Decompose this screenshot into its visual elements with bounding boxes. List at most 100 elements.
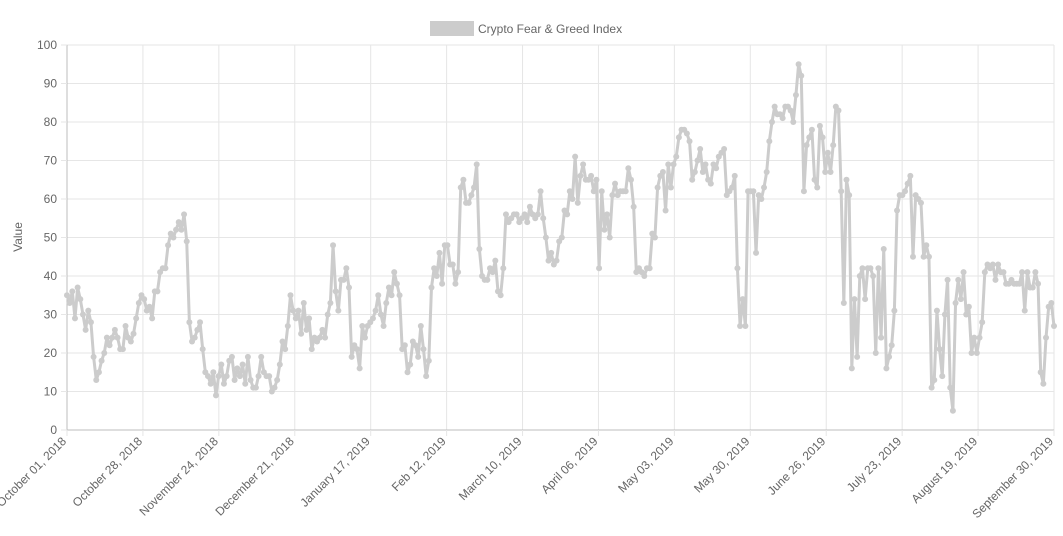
data-point[interactable] — [931, 376, 938, 383]
data-point[interactable] — [910, 253, 916, 260]
data-point[interactable] — [750, 188, 757, 195]
data-point[interactable] — [242, 380, 249, 387]
data-point[interactable] — [835, 107, 842, 114]
data-point[interactable] — [814, 184, 821, 191]
data-point[interactable] — [580, 161, 587, 168]
data-point[interactable] — [330, 242, 337, 249]
data-point[interactable] — [191, 334, 198, 341]
data-point[interactable] — [255, 373, 262, 380]
data-point[interactable] — [574, 199, 581, 206]
data-point[interactable] — [766, 138, 773, 145]
data-point[interactable] — [526, 203, 533, 210]
data-point[interactable] — [691, 169, 698, 176]
data-point[interactable] — [300, 299, 307, 306]
data-point[interactable] — [173, 226, 180, 233]
data-point[interactable] — [306, 315, 313, 322]
data-point[interactable] — [792, 92, 799, 99]
data-point[interactable] — [822, 169, 829, 176]
data-point[interactable] — [790, 119, 797, 125]
data-point[interactable] — [995, 261, 1002, 268]
data-point[interactable] — [534, 211, 541, 218]
data-point[interactable] — [359, 323, 366, 330]
data-point[interactable] — [904, 180, 911, 187]
data-point[interactable] — [944, 276, 951, 283]
data-point[interactable] — [854, 353, 861, 360]
data-point[interactable] — [971, 334, 978, 341]
data-point[interactable] — [872, 350, 879, 356]
data-point[interactable] — [798, 72, 805, 79]
data-point[interactable] — [141, 296, 148, 303]
data-point[interactable] — [425, 357, 432, 364]
data-point[interactable] — [71, 315, 78, 322]
data-point[interactable] — [758, 196, 765, 202]
data-point[interactable] — [428, 284, 435, 291]
data-point[interactable] — [247, 376, 254, 383]
data-point[interactable] — [1024, 269, 1031, 276]
data-point[interactable] — [66, 299, 73, 306]
data-point[interactable] — [452, 280, 459, 287]
data-point[interactable] — [686, 138, 693, 145]
data-point[interactable] — [194, 326, 201, 333]
data-point[interactable] — [396, 292, 403, 299]
data-point[interactable] — [880, 246, 887, 253]
data-point[interactable] — [846, 192, 853, 199]
data-point[interactable] — [412, 342, 419, 349]
data-point[interactable] — [287, 292, 294, 299]
data-point[interactable] — [590, 188, 597, 195]
data-point[interactable] — [231, 376, 238, 383]
data-point[interactable] — [806, 134, 813, 141]
data-point[interactable] — [989, 261, 996, 268]
data-point[interactable] — [303, 326, 310, 333]
data-point[interactable] — [654, 184, 661, 191]
data-point[interactable] — [683, 130, 690, 137]
data-point[interactable] — [641, 273, 648, 279]
data-point[interactable] — [957, 296, 964, 303]
data-point[interactable] — [468, 192, 475, 199]
data-point[interactable] — [1000, 269, 1007, 276]
data-point[interactable] — [500, 265, 507, 272]
data-point[interactable] — [343, 265, 350, 272]
data-point[interactable] — [64, 292, 70, 299]
data-point[interactable] — [135, 299, 142, 306]
data-point[interactable] — [484, 276, 491, 283]
data-point[interactable] — [694, 157, 701, 164]
data-point[interactable] — [393, 280, 400, 287]
data-point[interactable] — [109, 334, 116, 341]
data-point[interactable] — [979, 319, 986, 326]
data-point[interactable] — [236, 373, 243, 380]
data-point[interactable] — [888, 342, 895, 349]
data-point[interactable] — [659, 169, 666, 176]
data-point[interactable] — [1051, 323, 1057, 330]
data-point[interactable] — [1048, 299, 1055, 306]
data-point[interactable] — [859, 265, 866, 272]
data-point[interactable] — [449, 261, 456, 268]
data-point[interactable] — [713, 165, 720, 172]
data-point[interactable] — [787, 107, 794, 114]
data-point[interactable] — [819, 134, 826, 141]
data-point[interactable] — [1040, 380, 1047, 387]
data-point[interactable] — [795, 61, 802, 68]
data-point[interactable] — [436, 249, 443, 256]
data-point[interactable] — [228, 353, 235, 360]
data-point[interactable] — [588, 172, 595, 179]
data-point[interactable] — [521, 211, 528, 218]
data-point[interactable] — [742, 323, 749, 330]
data-point[interactable] — [542, 234, 549, 241]
data-point[interactable] — [965, 303, 972, 310]
data-point[interactable] — [917, 199, 924, 206]
data-point[interactable] — [894, 207, 901, 214]
data-point[interactable] — [223, 373, 230, 380]
data-point[interactable] — [808, 126, 815, 133]
data-point[interactable] — [146, 303, 153, 310]
data-point[interactable] — [811, 176, 818, 183]
data-point[interactable] — [178, 226, 185, 233]
data-point[interactable] — [154, 288, 161, 295]
data-point[interactable] — [596, 265, 603, 272]
data-point[interactable] — [380, 323, 387, 330]
data-point[interactable] — [353, 346, 360, 353]
data-point[interactable] — [332, 288, 339, 295]
data-point[interactable] — [114, 334, 121, 341]
data-point[interactable] — [433, 273, 440, 279]
data-point[interactable] — [928, 384, 935, 391]
data-point[interactable] — [127, 338, 134, 345]
